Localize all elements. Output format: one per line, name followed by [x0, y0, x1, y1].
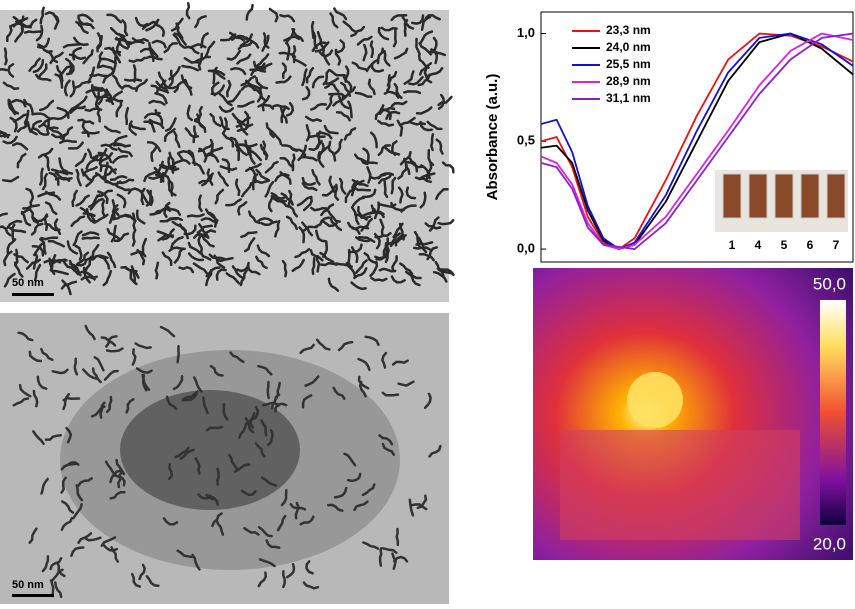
nanorod [0, 69, 6, 71]
thermal-image [533, 268, 853, 560]
legend-label: 24,0 nm [606, 40, 651, 54]
vial [749, 174, 767, 218]
legend-label: 23,3 nm [606, 23, 651, 37]
nanorod [414, 248, 429, 250]
nanorod [268, 382, 269, 398]
scale-bar [12, 293, 54, 296]
nanorod [313, 258, 315, 274]
nanorod [211, 140, 212, 156]
absorbance-chart: Absorbance (a.u.) 0,0 0,5 1,0 23,3 nm 24,0 n… [484, 12, 853, 262]
scale-label: 50 nm [12, 579, 44, 591]
nanorod [397, 529, 398, 545]
colorbar-max: 50,0 [813, 274, 846, 293]
nanorod [404, 91, 420, 93]
figure: 50 nm 50 nm 50,0 20,0 Absorbance (a.u.) … [0, 0, 855, 604]
tem-image-top [0, 3, 454, 302]
nanorod [83, 238, 99, 239]
vial-label: 5 [781, 238, 788, 252]
nanorod [217, 469, 218, 485]
nanorod [394, 31, 396, 46]
vial-label: 4 [755, 238, 762, 252]
nanorod [431, 134, 433, 150]
legend-label: 31,1 nm [606, 91, 651, 105]
vial-label: 6 [807, 238, 814, 252]
nanorod [125, 80, 141, 81]
nanorod [5, 49, 7, 65]
y-tick-label: 0,5 [517, 133, 535, 148]
tem-image-bottom [0, 313, 449, 604]
nanorod [178, 346, 179, 362]
legend-label: 25,5 nm [606, 57, 651, 71]
nanorod [309, 136, 325, 137]
y-axis-label: Absorbance (a.u.) [484, 74, 501, 201]
nanorod [380, 550, 381, 566]
nanorod [103, 201, 105, 216]
y-tick-label: 1,0 [517, 25, 535, 40]
vial-label: 1 [729, 238, 736, 252]
nanorod [134, 66, 135, 82]
vial [801, 174, 819, 218]
nanorod [83, 132, 99, 133]
colorbar-min: 20,0 [813, 534, 846, 553]
y-tick-label: 0,0 [517, 241, 535, 256]
vial [827, 174, 845, 218]
nanorod [12, 225, 14, 240]
vial [775, 174, 793, 218]
nanorod [312, 22, 313, 38]
scale-label: 50 nm [12, 277, 44, 289]
nanorod [25, 32, 41, 33]
scale-bar [12, 594, 54, 597]
vial [723, 174, 741, 218]
vial-label: 7 [833, 238, 840, 252]
legend-label: 28,9 nm [606, 74, 651, 88]
nanorod [283, 571, 284, 587]
